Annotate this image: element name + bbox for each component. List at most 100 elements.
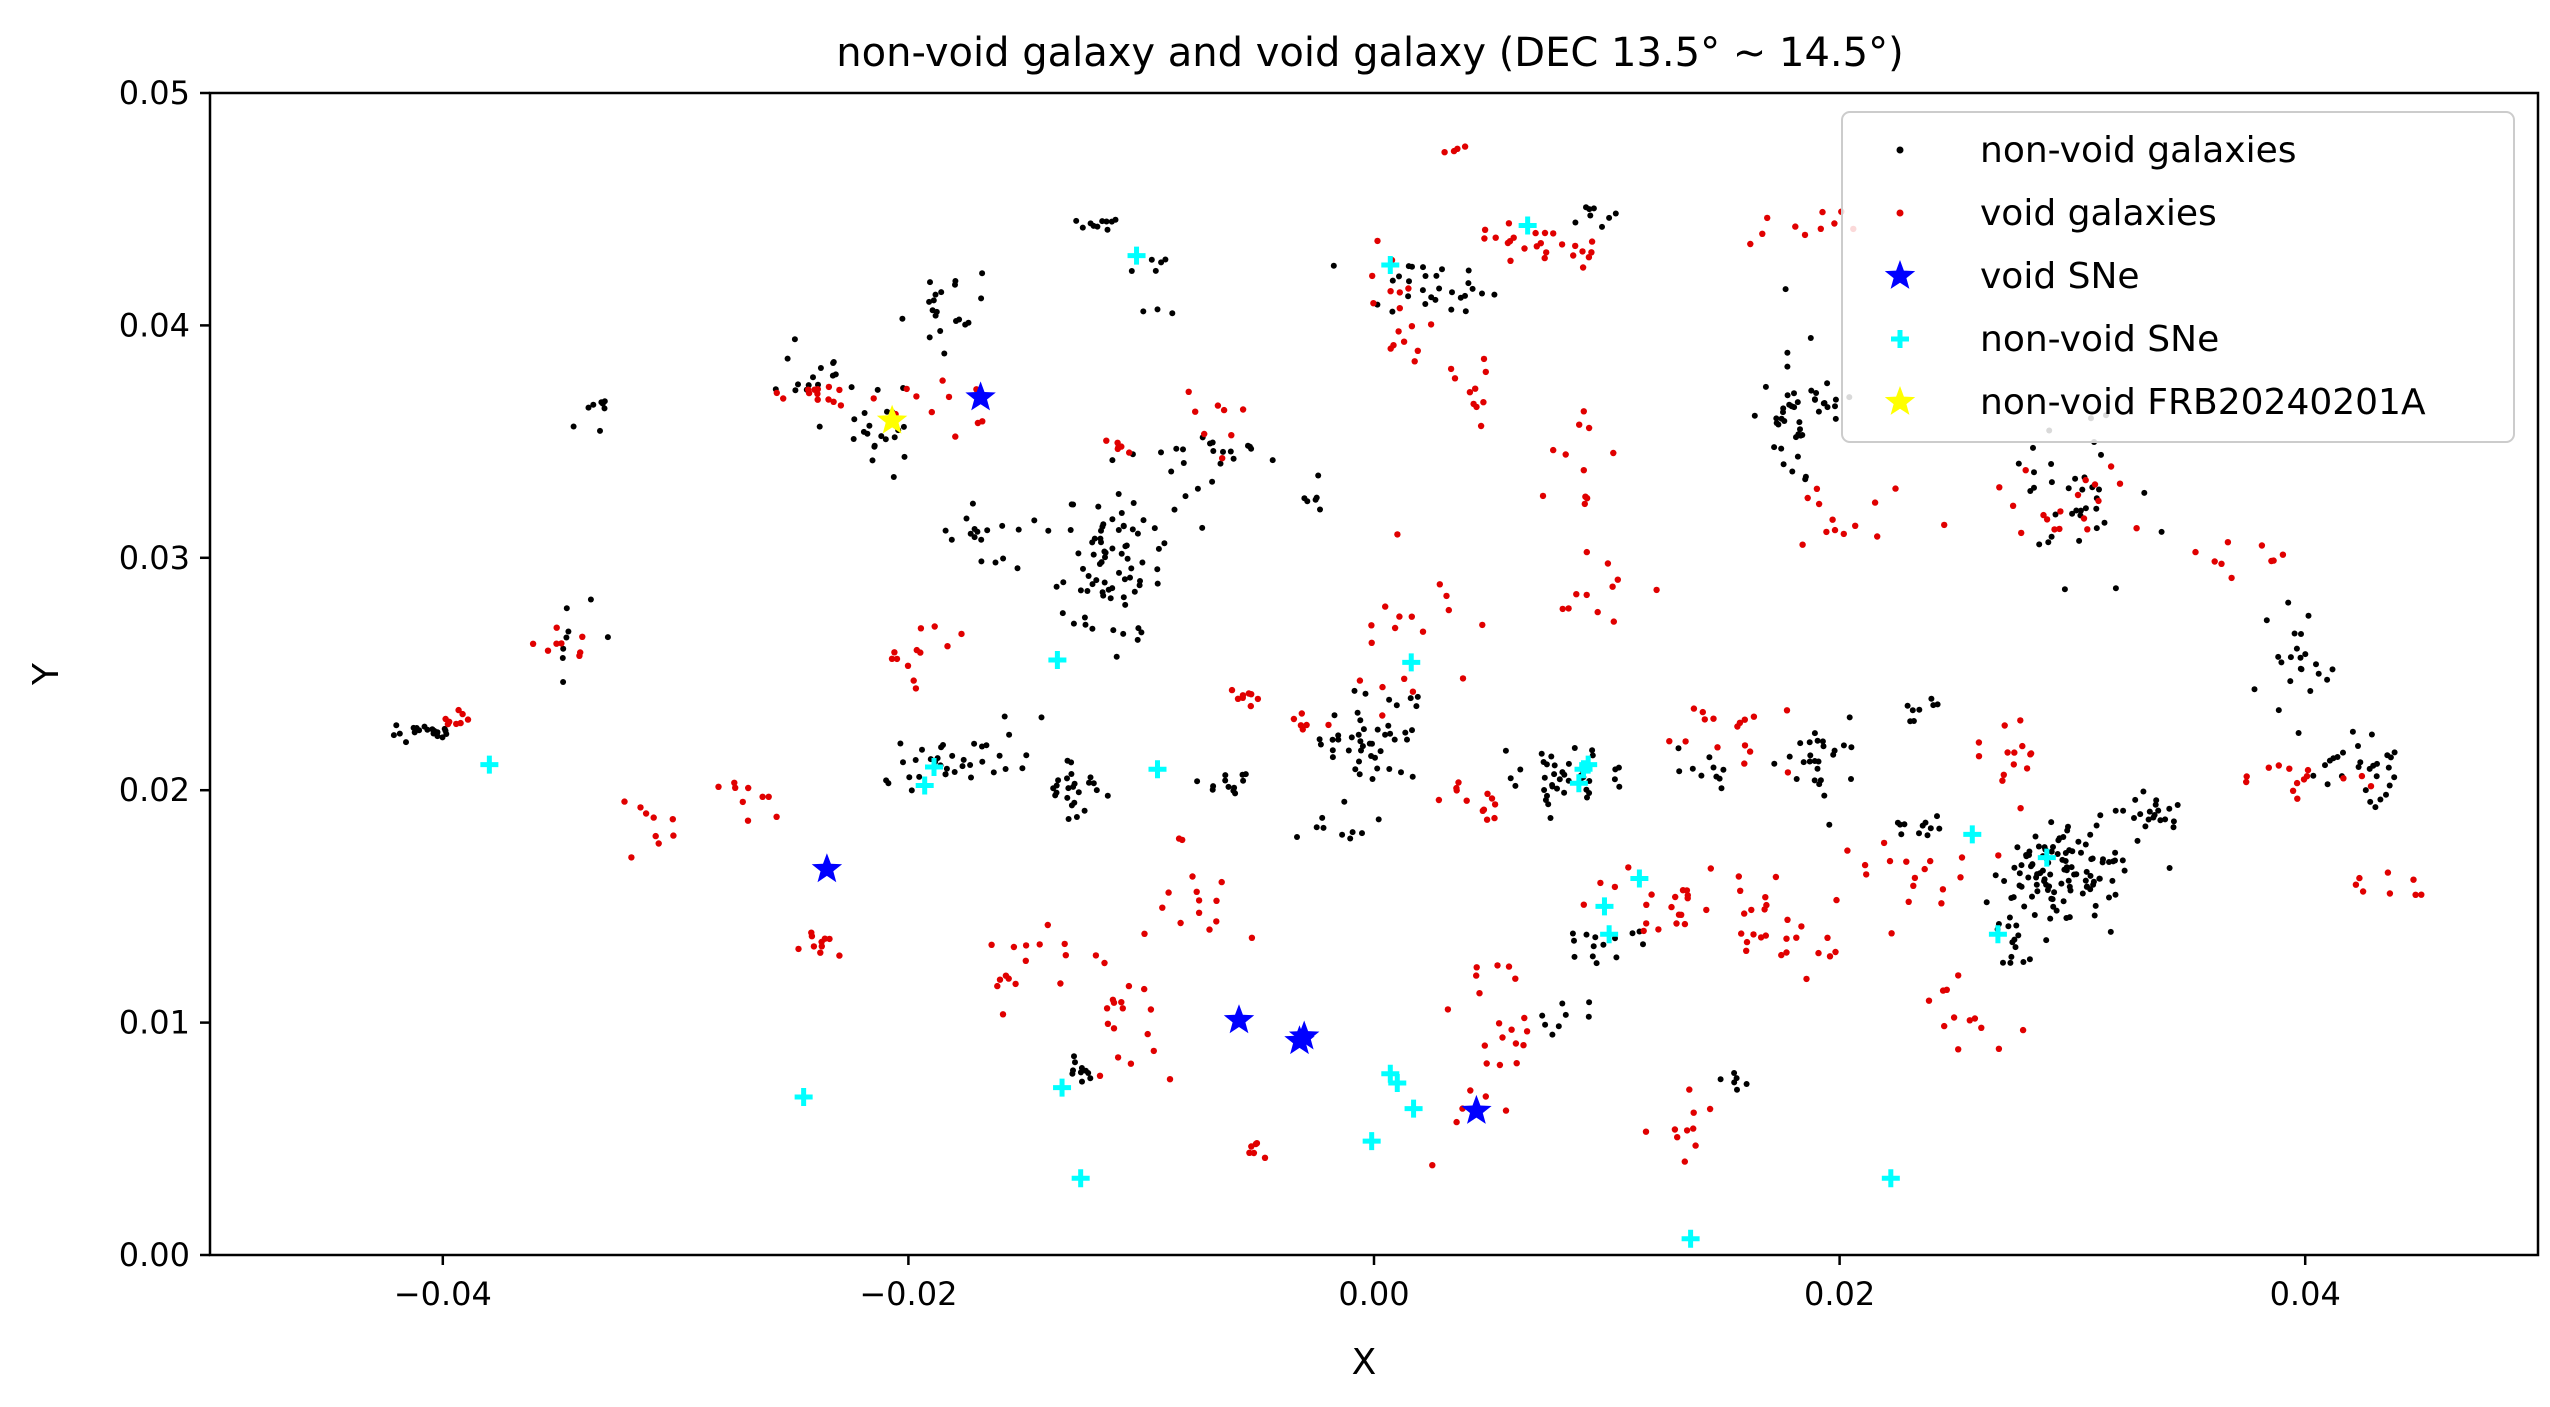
void-galaxy-point bbox=[1387, 288, 1394, 295]
nonvoid-galaxy-point bbox=[1840, 742, 1847, 749]
nonvoid-galaxy-point bbox=[1124, 555, 1131, 562]
nonvoid-galaxy-point bbox=[1909, 707, 1916, 714]
nonvoid-galaxy-point bbox=[1347, 835, 1354, 842]
nonvoid-galaxy-point bbox=[599, 400, 606, 407]
void-galaxy-point bbox=[1248, 1143, 1255, 1150]
nonvoid-galaxy-point bbox=[1064, 794, 1071, 801]
nonvoid-galaxy-point bbox=[1084, 588, 1091, 594]
void-galaxy-point bbox=[1189, 873, 1196, 880]
nonvoid-galaxy-point bbox=[1589, 752, 1596, 759]
void-galaxy-point bbox=[459, 710, 466, 718]
void-galaxy-point bbox=[2356, 874, 2363, 882]
void-galaxy-point bbox=[913, 646, 920, 654]
nonvoid-galaxy-point bbox=[2162, 816, 2169, 823]
nonvoid-galaxy-point bbox=[2121, 867, 2128, 874]
nonvoid-galaxy-point bbox=[1095, 503, 1102, 510]
nonvoid-galaxy-point bbox=[984, 527, 991, 534]
void-galaxy-point bbox=[1166, 1076, 1174, 1083]
void-galaxy-point bbox=[1978, 1024, 1985, 1032]
nonvoid-galaxy-point bbox=[2050, 844, 2056, 850]
nonvoid-galaxy-point bbox=[1348, 734, 1355, 741]
nonvoid-galaxy-point bbox=[1583, 931, 1590, 938]
nonvoid-galaxy-point bbox=[2313, 661, 2319, 668]
void-galaxy-point bbox=[1580, 901, 1588, 908]
nonvoid-galaxy-point bbox=[1104, 792, 1111, 799]
void-galaxy-point bbox=[1817, 225, 1825, 232]
void-galaxy-point bbox=[888, 655, 896, 662]
nonvoid-galaxy-point bbox=[1374, 765, 1381, 772]
nonvoid-galaxy-point bbox=[2008, 953, 2015, 960]
void-galaxy-point bbox=[1127, 1060, 1135, 1067]
nonvoid-galaxy-point bbox=[1404, 736, 1410, 743]
nonvoid-galaxy-point bbox=[2355, 743, 2361, 749]
void-galaxy-point bbox=[1193, 888, 1200, 895]
nonvoid-galaxy-point bbox=[2166, 865, 2173, 871]
nonvoid-galaxy-point bbox=[1329, 754, 1336, 761]
void-galaxy-point bbox=[1119, 1005, 1127, 1012]
void-galaxy-point bbox=[1400, 338, 1408, 345]
void-galaxy-point bbox=[1892, 485, 1899, 492]
nonvoid-galaxy-point bbox=[1100, 521, 1107, 528]
void-galaxy-point bbox=[553, 624, 560, 631]
nonvoid-galaxy-point bbox=[1710, 764, 1717, 771]
nonvoid-galaxy-point bbox=[1675, 745, 1682, 752]
nonvoid-galaxy-point bbox=[1161, 540, 1168, 547]
nonvoid-galaxy-point bbox=[1351, 687, 1358, 694]
nonvoid-galaxy-point bbox=[1360, 726, 1367, 733]
nonvoid-galaxy-point bbox=[1419, 287, 1426, 294]
nonvoid-galaxy-point bbox=[2101, 519, 2108, 526]
nonvoid-galaxy-point bbox=[1000, 555, 1007, 562]
nonvoid-galaxy-point bbox=[1731, 1070, 1738, 1076]
nonvoid-galaxy-point bbox=[1304, 498, 1311, 505]
void-galaxy-point bbox=[1436, 581, 1444, 588]
nonvoid-galaxy-point bbox=[1140, 517, 1147, 524]
nonvoid-galaxy-point bbox=[1345, 747, 1352, 754]
nonvoid-galaxy-point bbox=[1089, 625, 1096, 632]
nonvoid-galaxy-point bbox=[1502, 747, 1509, 754]
nonvoid-galaxy-point bbox=[2112, 891, 2119, 898]
nonvoid-galaxy-point bbox=[1355, 731, 1362, 738]
nonvoid-galaxy-point bbox=[1140, 308, 1147, 315]
void-galaxy-point bbox=[944, 643, 951, 650]
nonvoid-galaxy-point bbox=[1561, 771, 1568, 778]
nonvoid-galaxy-point bbox=[1462, 292, 1468, 299]
nonvoid-galaxy-point bbox=[1320, 824, 1327, 831]
nonvoid-galaxy-point bbox=[941, 350, 948, 357]
nonvoid-galaxy-point bbox=[2020, 959, 2027, 965]
void-galaxy-point bbox=[1220, 406, 1228, 414]
nonvoid-galaxy-point bbox=[1329, 747, 1336, 754]
void-galaxy-point bbox=[1995, 1045, 2003, 1053]
nonvoid-sne-point bbox=[1362, 1132, 1381, 1151]
void-galaxy-point bbox=[1374, 237, 1381, 245]
void-galaxy-point bbox=[780, 395, 787, 402]
nonvoid-galaxy-point bbox=[2033, 881, 2040, 888]
void-galaxy-point bbox=[2224, 539, 2232, 546]
void-galaxy-point bbox=[1585, 254, 1593, 261]
nonvoid-galaxy-point bbox=[942, 771, 949, 778]
void-galaxy-point bbox=[1609, 583, 1616, 590]
nonvoid-galaxy-point bbox=[2134, 837, 2141, 844]
nonvoid-galaxy-point bbox=[2062, 858, 2069, 864]
nonvoid-galaxy-point bbox=[2349, 728, 2356, 735]
void-galaxy-point bbox=[1201, 430, 1208, 438]
nonvoid-galaxy-point bbox=[1060, 579, 1067, 586]
nonvoid-galaxy-point bbox=[1087, 1075, 1094, 1082]
void-galaxy-point bbox=[1562, 451, 1569, 458]
void-galaxy-point bbox=[1453, 784, 1460, 792]
nonvoid-galaxy-point bbox=[2372, 804, 2379, 811]
nonvoid-galaxy-point bbox=[1571, 937, 1577, 944]
void-galaxy-point bbox=[637, 804, 644, 811]
nonvoid-galaxy-point bbox=[2060, 834, 2067, 840]
void-galaxy-point bbox=[1165, 889, 1172, 896]
void-galaxy-point bbox=[1396, 289, 1404, 296]
void-galaxy-point bbox=[1401, 675, 1408, 682]
nonvoid-galaxy-point bbox=[2340, 749, 2346, 756]
void-galaxy-point bbox=[1408, 613, 1416, 620]
nonvoid-galaxy-point bbox=[1349, 829, 1356, 836]
nonvoid-galaxy-point bbox=[1335, 736, 1342, 743]
void-galaxy-point bbox=[1370, 300, 1377, 307]
void-galaxy-point bbox=[952, 433, 959, 440]
nonvoid-galaxy-point bbox=[1802, 476, 1809, 483]
nonvoid-galaxy-point bbox=[2034, 888, 2041, 895]
nonvoid-galaxy-point bbox=[1586, 206, 1593, 213]
